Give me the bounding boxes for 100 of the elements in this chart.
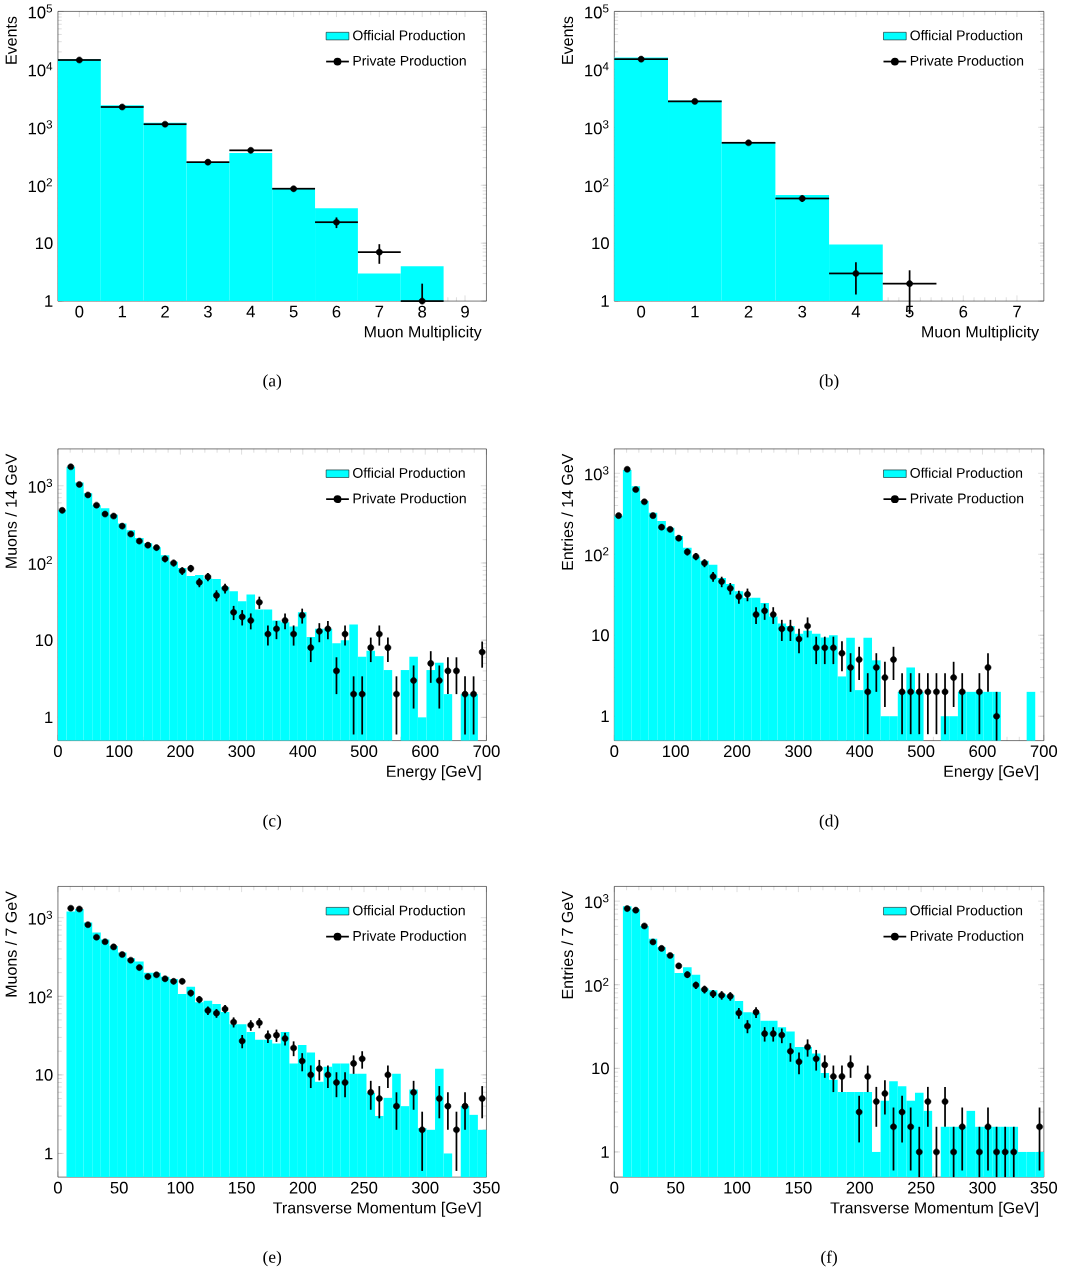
x-tick-label: 0 — [610, 745, 619, 758]
x-axis-title: Energy [GeV] — [944, 765, 1039, 781]
x-tick-label: 1 — [118, 305, 127, 318]
x-tick-label: 500 — [907, 745, 935, 758]
x-axis-title: Muon Multiplicity — [365, 325, 482, 341]
y-tick-label: 10$^{2}$ — [28, 989, 53, 1004]
y-tick-label: 1 — [45, 295, 53, 307]
y-tick-label: 1 — [601, 710, 609, 722]
x-tick-label: 6 — [959, 305, 968, 318]
x-tick-label: 200 — [846, 1181, 874, 1194]
x-tick-label: 0 — [54, 745, 62, 758]
text: (f) — [821, 1250, 838, 1267]
x-tick-label: 600 — [412, 745, 439, 758]
y-tick-label: 10 — [36, 1068, 53, 1081]
x-tick-label: 5 — [289, 305, 298, 318]
x-tick-label: 4 — [246, 305, 255, 318]
x-tick-label: 100 — [724, 1181, 751, 1194]
x-tick-label: 0 — [75, 305, 84, 318]
x-tick-label: 100 — [106, 745, 133, 758]
y-tick-label: 10$^{2}$ — [28, 178, 53, 193]
x-tick-label: 200 — [724, 745, 751, 758]
y-tick-label: 1 — [601, 295, 609, 307]
y-tick-label: 10 — [592, 1062, 610, 1075]
legend-label: Private Production — [911, 930, 1024, 941]
legend-label: Private Production — [353, 930, 466, 941]
y-axis-title: Muons / 14 GeV — [5, 453, 17, 568]
y-tick-label: 10$^{3}$ — [585, 466, 609, 481]
x-tick-label: 300 — [969, 1181, 996, 1194]
y-tick-label: 10$^{3}$ — [585, 894, 609, 909]
text: (b) — [819, 374, 839, 391]
y-tick-label: 10$^{2}$ — [585, 178, 609, 193]
x-axis-title: Muon Multiplicity — [922, 325, 1040, 341]
x-tick-label: 0 — [54, 1181, 62, 1194]
y-axis-title: Muons / 7 GeV — [5, 891, 17, 997]
legend-label: Private Production — [353, 55, 466, 66]
y-axis-title: Entries / 14 GeV — [561, 453, 574, 570]
y-tick-label: 10$^{4}$ — [585, 62, 609, 77]
text: (d) — [819, 814, 839, 831]
y-axis-title: Entries / 7 GeV — [561, 891, 574, 999]
y-tick-label: 10$^{2}$ — [585, 547, 609, 562]
x-tick-label: 400 — [846, 745, 874, 758]
x-tick-label: 7 — [1013, 305, 1021, 318]
x-tick-label: 600 — [969, 745, 996, 758]
x-tick-label: 100 — [167, 1181, 194, 1194]
x-tick-label: 400 — [289, 745, 317, 758]
legend-label: Official Production — [353, 30, 465, 41]
x-tick-label: 9 — [461, 305, 469, 318]
x-tick-label: 300 — [228, 745, 255, 758]
text: (a) — [263, 374, 282, 391]
y-tick-label: 10$^{4}$ — [28, 62, 53, 77]
legend-label: Official Production — [353, 905, 465, 916]
legend-label: Private Production — [353, 493, 466, 504]
legend-label: Official Production — [910, 905, 1023, 916]
text: (e) — [263, 1250, 282, 1267]
x-tick-label: 700 — [473, 745, 500, 758]
legend-label: Private Production — [911, 493, 1024, 504]
x-tick-label: 300 — [412, 1181, 439, 1194]
x-tick-label: 0 — [637, 305, 646, 318]
x-tick-label: 4 — [851, 305, 861, 318]
x-tick-label: 200 — [167, 745, 194, 758]
y-tick-label: 10$^{3}$ — [28, 120, 53, 135]
x-tick-label: 2 — [161, 305, 169, 318]
x-tick-label: 150 — [229, 1181, 255, 1194]
x-tick-label: 0 — [610, 1181, 619, 1194]
x-tick-label: 6 — [332, 305, 341, 318]
legend-label: Private Production — [911, 55, 1024, 66]
legend-label: Official Production — [353, 467, 465, 478]
x-tick-label: 3 — [798, 305, 807, 318]
x-tick-label: 8 — [418, 305, 427, 318]
legend-label: Official Production — [910, 30, 1023, 41]
x-tick-label: 350 — [1030, 1181, 1058, 1194]
y-tick-label: 10 — [36, 634, 53, 647]
x-axis-title: Transverse Momentum [GeV] — [830, 1201, 1039, 1217]
x-tick-label: 250 — [351, 1181, 378, 1194]
x-tick-label: 200 — [289, 1181, 317, 1194]
y-tick-label: 10$^{3}$ — [585, 120, 609, 135]
y-tick-label: 10$^{3}$ — [28, 910, 53, 925]
y-tick-label: 1 — [45, 711, 53, 724]
x-tick-label: 50 — [667, 1181, 685, 1194]
x-tick-label: 700 — [1030, 745, 1058, 758]
y-tick-label: 10$^{5}$ — [585, 4, 609, 19]
x-tick-label: 250 — [908, 1181, 935, 1194]
y-tick-label: 10$^{5}$ — [28, 4, 53, 19]
x-tick-label: 300 — [785, 745, 812, 758]
legend-label: Official Production — [910, 467, 1023, 478]
text: (c) — [263, 814, 282, 831]
y-tick-label: 10 — [592, 237, 610, 250]
x-tick-label: 500 — [350, 745, 378, 758]
x-tick-label: 2 — [744, 305, 753, 318]
x-tick-label: 50 — [110, 1181, 128, 1194]
x-tick-label: 7 — [375, 305, 384, 318]
x-axis-title: Transverse Momentum [GeV] — [273, 1201, 481, 1217]
y-tick-label: 1 — [45, 1147, 53, 1160]
x-tick-label: 1 — [691, 305, 699, 318]
y-tick-label: 10$^{3}$ — [28, 478, 53, 493]
y-axis-title: Events — [5, 16, 17, 64]
y-tick-label: 10$^{2}$ — [28, 555, 53, 571]
y-tick-label: 1 — [601, 1146, 609, 1158]
y-tick-label: 10$^{2}$ — [585, 977, 609, 992]
x-tick-label: 100 — [663, 745, 689, 758]
